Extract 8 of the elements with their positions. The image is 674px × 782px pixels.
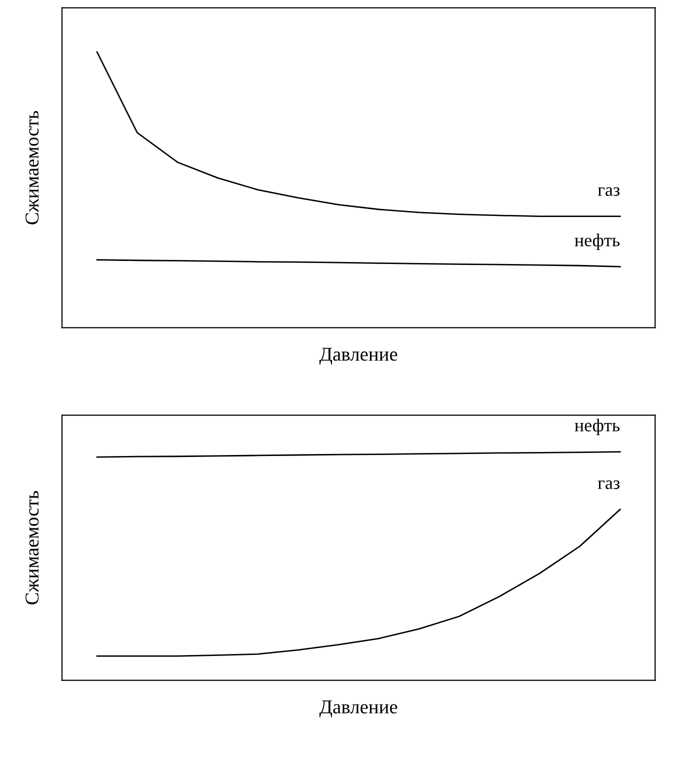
y-axis-title: Сжимаемость: [26, 491, 39, 604]
series-label: нефть: [574, 234, 620, 250]
y-axis-title: Сжимаемость: [26, 110, 39, 224]
series-label: газ: [598, 187, 620, 196]
x-axis-title: Давление: [319, 348, 398, 365]
x-axis-title: Давление: [319, 700, 398, 718]
series-label: газ: [598, 480, 620, 490]
series-label: нефть: [574, 418, 620, 436]
